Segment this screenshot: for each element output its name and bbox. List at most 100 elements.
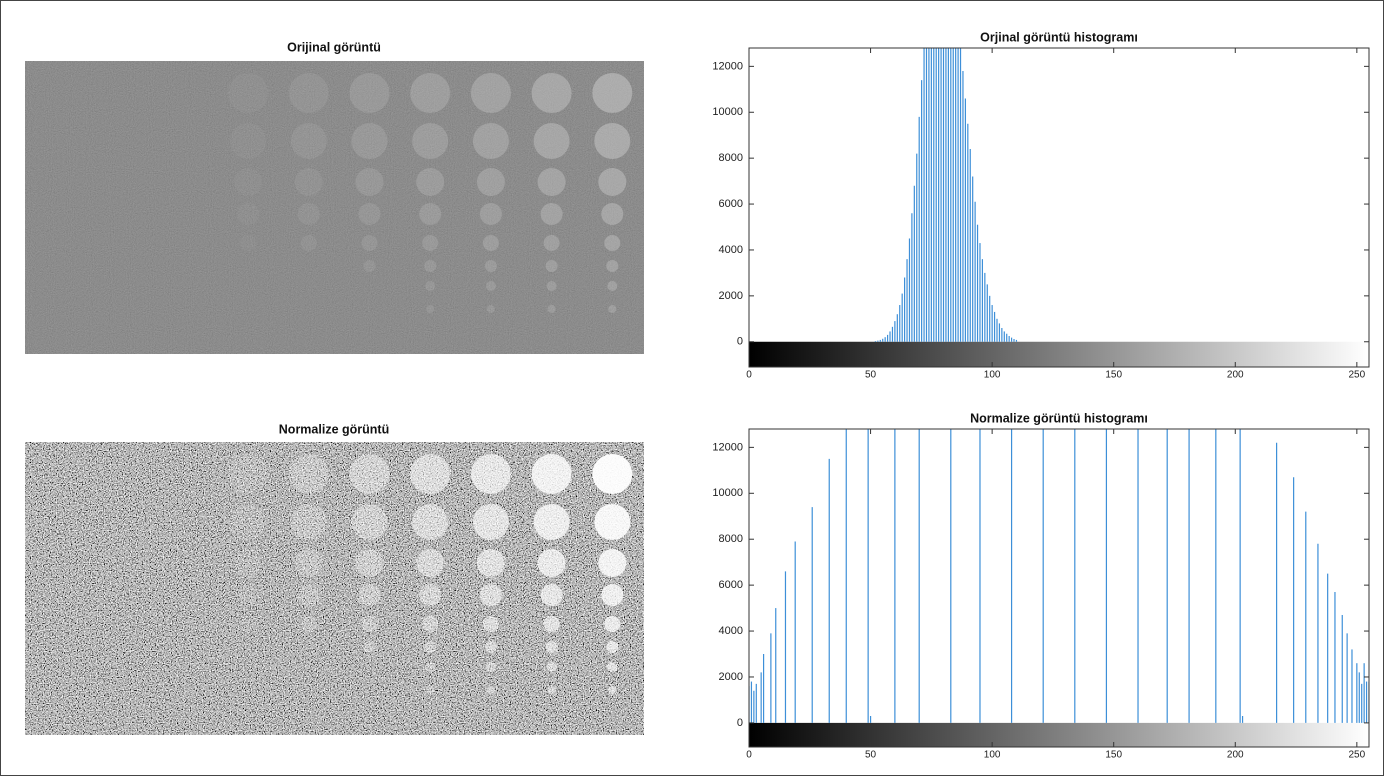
disk [476, 168, 505, 196]
disk [485, 662, 496, 672]
y-tick-label: 12000 [712, 60, 743, 72]
image-title: Normalize görüntü [279, 422, 389, 436]
disk [240, 235, 257, 251]
disk [482, 616, 499, 632]
disk [358, 203, 381, 225]
disk [349, 73, 390, 113]
disk [234, 549, 263, 577]
x-tick-label: 150 [1105, 750, 1122, 761]
disk [607, 662, 618, 672]
disk [604, 616, 621, 632]
disk [537, 549, 566, 577]
chart-title: Normalize görüntü histogramı [970, 411, 1148, 425]
disk [547, 305, 556, 313]
y-tick-label: 12000 [712, 441, 743, 453]
axes-box [748, 47, 1370, 368]
disk [237, 203, 260, 225]
disk [228, 73, 269, 113]
bars [874, 48, 1018, 342]
disk [425, 662, 436, 672]
disk [412, 504, 449, 540]
y-tick-label: 2000 [719, 290, 743, 302]
disk [604, 235, 621, 251]
disk [592, 73, 633, 113]
disk [472, 123, 509, 159]
disk [361, 235, 378, 251]
disk [601, 584, 624, 606]
x-tick-label: 250 [1348, 750, 1365, 761]
disk [598, 549, 627, 577]
image-title: Orijinal görüntü [287, 40, 381, 54]
disk [482, 235, 499, 251]
disk [228, 454, 269, 494]
disk [531, 454, 572, 494]
disk [470, 454, 511, 494]
y-tick-label: 8000 [719, 152, 743, 164]
disk [479, 203, 502, 225]
disk [230, 123, 267, 159]
disk [230, 504, 267, 540]
disk [547, 686, 556, 694]
disk [351, 123, 388, 159]
disk [237, 584, 260, 606]
disk [537, 168, 566, 196]
disk [533, 123, 570, 159]
disk [294, 168, 323, 196]
disk [416, 549, 445, 577]
disk [297, 203, 320, 225]
disk [361, 616, 378, 632]
disk [426, 305, 435, 313]
disk [608, 686, 617, 694]
y-tick-label: 0 [737, 336, 743, 348]
disk [410, 454, 451, 494]
y-tick-label: 6000 [719, 198, 743, 210]
x-tick-label: 100 [984, 750, 1001, 761]
gray-ramp [749, 722, 1369, 747]
x-tick-label: 250 [1348, 370, 1365, 381]
disk [426, 686, 435, 694]
disk [607, 281, 618, 291]
disk [294, 549, 323, 577]
disk [358, 584, 381, 606]
disk [349, 454, 390, 494]
x-tick-label: 200 [1227, 750, 1244, 761]
disk [479, 584, 502, 606]
disk [419, 203, 442, 225]
y-tick-label: 2000 [719, 671, 743, 683]
chart-title: Orjinal görüntü histogramı [980, 30, 1138, 44]
disk [355, 168, 384, 196]
disk [546, 662, 557, 672]
y-tick-label: 4000 [719, 244, 743, 256]
disk [234, 168, 263, 196]
disk [410, 73, 451, 113]
x-tick-label: 50 [865, 370, 877, 381]
y-tick-label: 10000 [712, 106, 743, 118]
disk [355, 549, 384, 577]
disk [546, 281, 557, 291]
disk [484, 641, 497, 653]
disk [608, 305, 617, 313]
x-tick-label: 100 [984, 370, 1001, 381]
y-tick-label: 10000 [712, 487, 743, 499]
gray-ramp [749, 341, 1369, 367]
disk [543, 616, 560, 632]
disk [288, 73, 329, 113]
x-tick-label: 50 [865, 750, 877, 761]
disk [545, 641, 558, 653]
disk [422, 616, 439, 632]
disk [484, 260, 497, 272]
disk [601, 203, 624, 225]
disk [425, 281, 436, 291]
disk [476, 549, 505, 577]
disk [416, 168, 445, 196]
disk [598, 168, 627, 196]
disk [363, 641, 376, 653]
y-tick-label: 6000 [719, 579, 743, 591]
image-noise [25, 61, 644, 354]
disk [486, 305, 495, 313]
disk [533, 504, 570, 540]
x-tick-label: 0 [746, 750, 752, 761]
x-tick-label: 0 [746, 370, 752, 381]
disk [412, 123, 449, 159]
